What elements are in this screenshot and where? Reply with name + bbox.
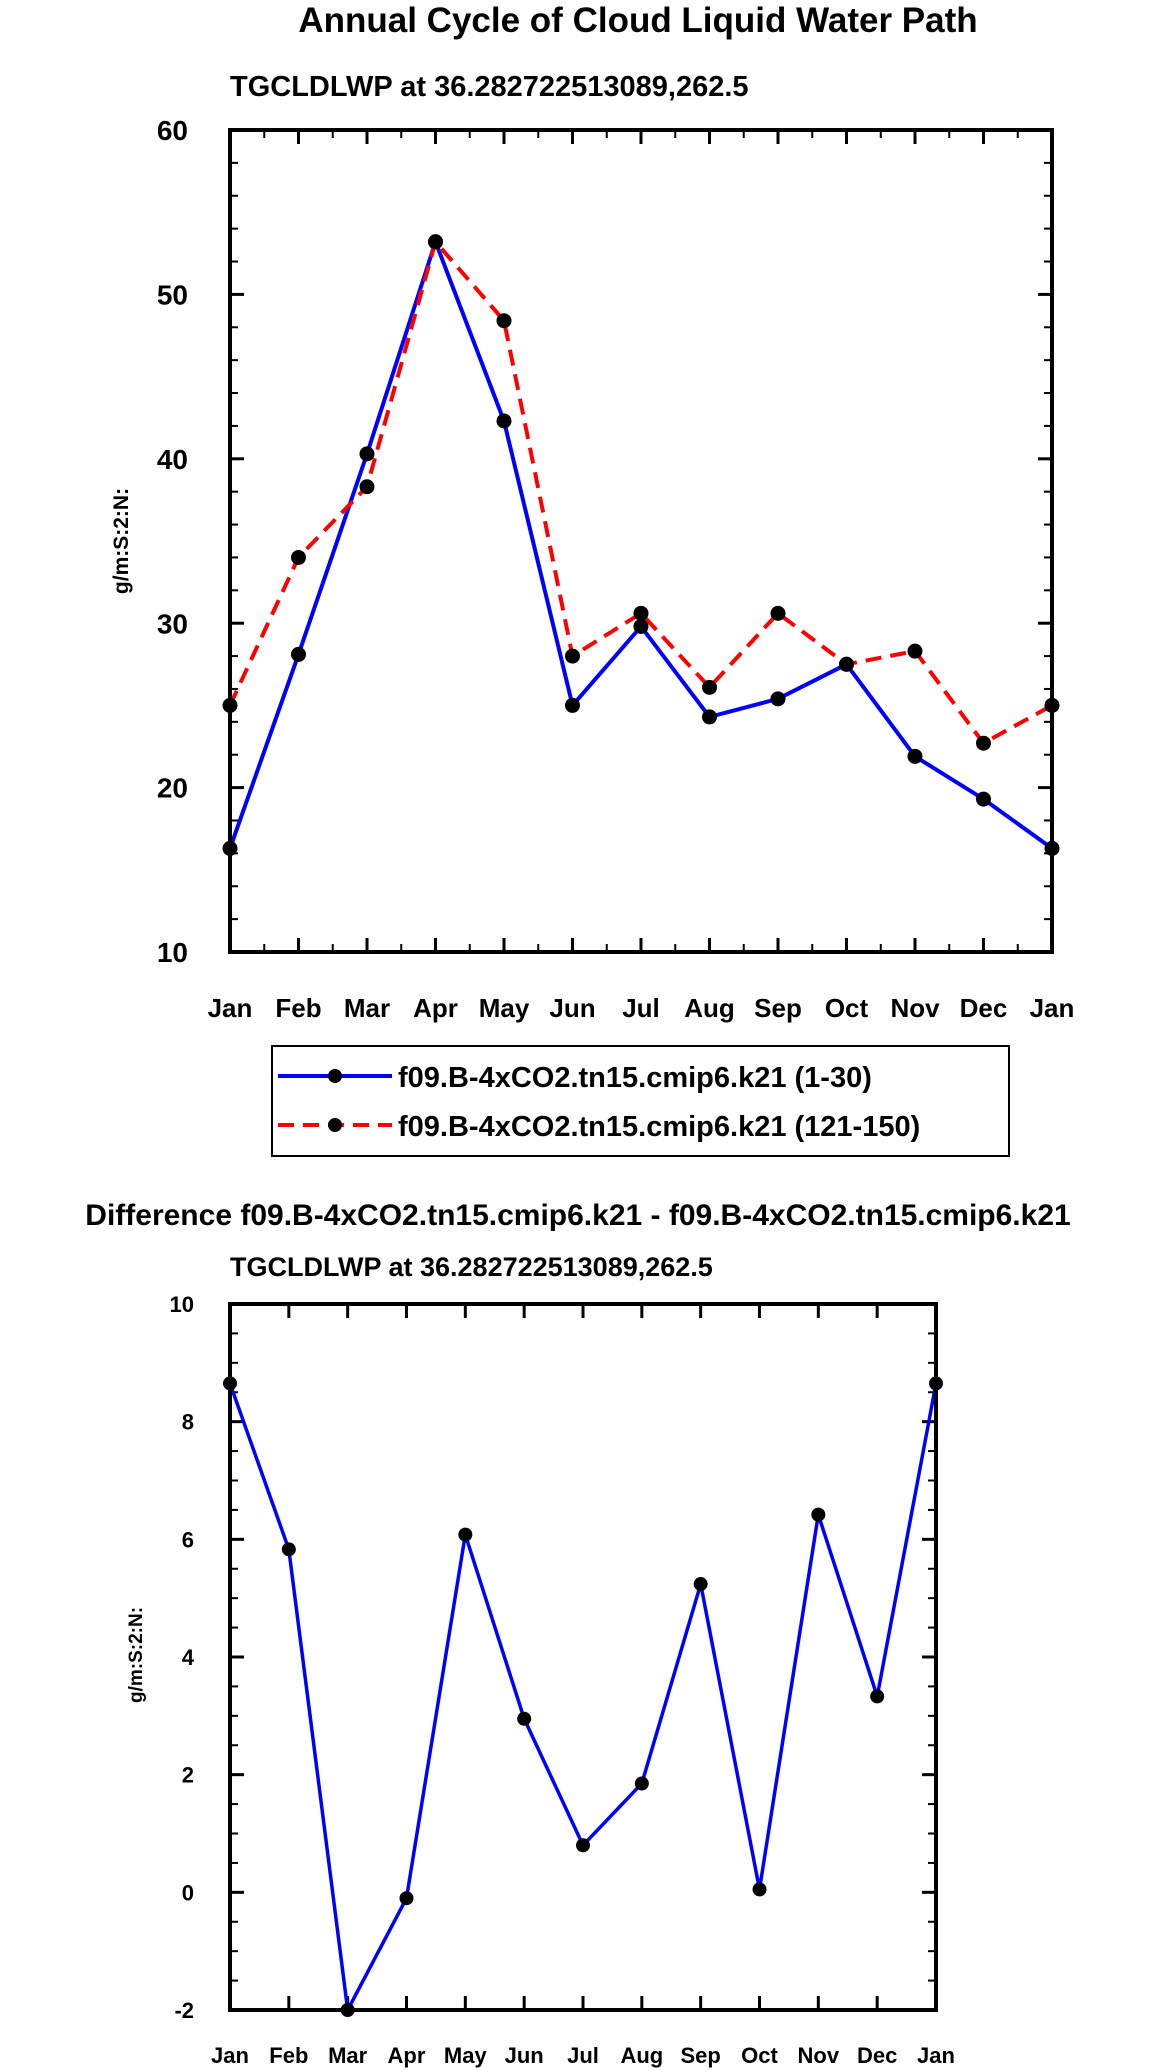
series-1-point	[702, 709, 717, 725]
bottom-chart-title: Difference f09.B-4xCO2.tn15.cmip6.k21 - …	[85, 1199, 1070, 1232]
x-tick-label: Mar	[328, 2043, 368, 2068]
x-tick-label: Mar	[344, 993, 390, 1023]
series-2-point	[839, 656, 854, 672]
y-tick-label: 40	[157, 444, 188, 475]
top-chart: Annual Cycle of Cloud Liquid Water Path …	[110, 1, 1075, 1157]
x-tick-label: Jul	[567, 2043, 599, 2068]
bottom-chart: Difference f09.B-4xCO2.tn15.cmip6.k21 - …	[85, 1199, 1070, 2068]
series-1-point	[634, 1776, 649, 1791]
x-tick-label: Jan	[1030, 993, 1075, 1023]
y-tick-label: 30	[157, 608, 188, 639]
legend-box	[271, 1045, 1010, 1157]
series-1-point	[576, 1838, 590, 1853]
x-tick-label: Sep	[680, 2043, 720, 2068]
y-tick-label: -2	[174, 1998, 194, 2023]
x-tick-label: Feb	[269, 2043, 308, 2068]
y-tick-label: 10	[170, 1292, 194, 1317]
series-1-point	[517, 1711, 532, 1726]
x-tick-label: Oct	[741, 2043, 778, 2068]
series-2-point	[291, 549, 306, 565]
top-chart-x-tick-labels: Jan Feb Mar Apr May Jun Jul Aug Sep Oct Nov Dec Jan	[208, 993, 1075, 1023]
top-chart-series-layer	[222, 234, 1060, 856]
series-1-point	[399, 1891, 414, 1906]
x-tick-label: Feb	[275, 993, 321, 1023]
bottom-chart-y-tick-labels: -2 0 2 4 6 8 10	[170, 1292, 195, 2023]
series-1-point	[907, 748, 923, 764]
y-tick-label: 2	[182, 1763, 194, 1788]
series-1-point	[565, 697, 580, 713]
x-tick-label: Jan	[208, 993, 253, 1023]
series-1-point	[870, 1689, 885, 1704]
x-tick-label: Nov	[798, 2043, 840, 2068]
top-chart-frame	[228, 128, 1054, 954]
y-tick-label: 10	[157, 937, 188, 968]
series-2-point	[770, 605, 786, 621]
bottom-chart-x-tick-labels: Jan Feb Mar Apr May Jun Jul Aug Sep Oct Nov Dec Jan	[211, 2043, 955, 2068]
x-tick-label: Jan	[211, 2043, 249, 2068]
series-line-1	[228, 1382, 938, 2012]
series-2-point	[976, 735, 991, 751]
x-tick-label: Apr	[413, 993, 458, 1023]
top-chart-legend: f09.B-4xCO2.tn15.cmip6.k21 (1-30) f09.B-…	[271, 1045, 1010, 1157]
series-1-point	[811, 1507, 826, 1522]
series-1-point	[281, 1542, 296, 1557]
series-1-point	[770, 691, 786, 707]
y-tick-label: 20	[157, 773, 188, 804]
legend-item-2: f09.B-4xCO2.tn15.cmip6.k21 (121-150)	[278, 1111, 920, 1143]
top-chart-y-axis-label: g/m:S:2:N:	[110, 488, 133, 594]
series-1-point	[496, 413, 512, 429]
x-tick-label: Jan	[917, 2043, 955, 2068]
series-1-point	[752, 1882, 767, 1897]
series-1-point	[633, 618, 649, 634]
bottom-chart-y-axis-label: g/m:S:2:N:	[126, 1607, 147, 1703]
legend-marker-1	[328, 1069, 342, 1083]
x-tick-label: Jul	[622, 993, 660, 1023]
legend-label-2: f09.B-4xCO2.tn15.cmip6.k21 (121-150)	[398, 1111, 920, 1143]
series-2-point	[907, 643, 923, 659]
top-chart-subtitle: TGCLDLWP at 36.282722513089,262.5	[230, 71, 749, 103]
y-tick-label: 0	[182, 1880, 194, 1905]
bottom-chart-subtitle: TGCLDLWP at 36.282722513089,262.5	[230, 1252, 713, 1282]
x-tick-label: Oct	[825, 993, 869, 1023]
top-chart-y-tick-labels: 10 20 30 40 50 60	[157, 115, 188, 968]
legend-label-1: f09.B-4xCO2.tn15.cmip6.k21 (1-30)	[398, 1062, 872, 1094]
x-tick-label: May	[479, 993, 530, 1023]
series-2-point	[359, 479, 375, 495]
x-tick-label: Aug	[684, 993, 735, 1023]
x-tick-label: Sep	[754, 993, 802, 1023]
x-tick-label: Apr	[388, 2043, 426, 2068]
top-chart-ticks	[228, 128, 1054, 954]
x-tick-label: Jun	[549, 993, 595, 1023]
legend-item-1: f09.B-4xCO2.tn15.cmip6.k21 (1-30)	[278, 1062, 872, 1094]
series-1-point	[976, 791, 991, 807]
y-tick-label: 4	[182, 1645, 195, 1670]
y-tick-label: 60	[157, 115, 188, 146]
x-tick-label: Jun	[505, 2043, 544, 2068]
x-tick-label: Nov	[890, 993, 940, 1023]
series-2-point	[702, 679, 717, 695]
bottom-chart-frame	[228, 1302, 938, 2012]
series-1-point	[458, 1527, 473, 1542]
series-line-1	[228, 239, 1054, 851]
series-1-point	[291, 646, 306, 662]
series-1-point	[359, 446, 375, 462]
x-tick-label: Aug	[620, 2043, 663, 2068]
series-1-point	[693, 1577, 708, 1592]
series-2-point	[428, 234, 443, 250]
bottom-chart-series-layer	[223, 1376, 943, 2017]
series-2-point	[565, 648, 580, 664]
series-2-point	[496, 313, 512, 329]
y-tick-label: 8	[182, 1410, 194, 1435]
legend-marker-2	[328, 1118, 342, 1132]
top-chart-title: Annual Cycle of Cloud Liquid Water Path	[298, 1, 977, 40]
series-2-point	[633, 605, 649, 621]
x-tick-label: May	[444, 2043, 488, 2068]
y-tick-label: 6	[182, 1527, 194, 1552]
y-tick-label: 50	[157, 279, 188, 310]
x-tick-label: Dec	[857, 2043, 897, 2068]
x-tick-label: Dec	[960, 993, 1008, 1023]
